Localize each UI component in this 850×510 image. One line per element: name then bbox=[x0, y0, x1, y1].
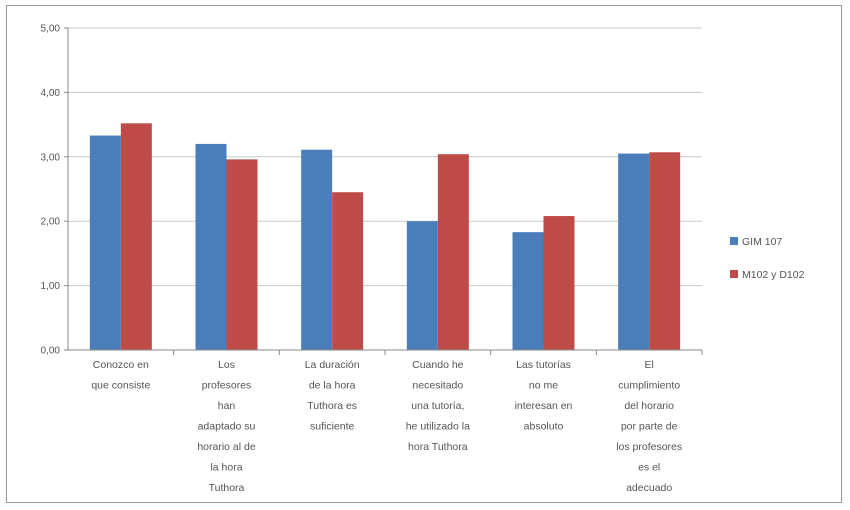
bars bbox=[89, 123, 681, 350]
bar-series-2 bbox=[120, 123, 152, 350]
bar-series-2 bbox=[649, 152, 681, 350]
legend-swatch bbox=[730, 270, 738, 278]
axes bbox=[64, 27, 703, 355]
bar-series-2 bbox=[332, 192, 364, 350]
category-labels: Conozco en que consiste Los profesores han ad… bbox=[91, 359, 682, 494]
y-axis-ticks: 0,00 1,00 2,00 3,00 4,00 5,00 bbox=[41, 24, 61, 357]
y-tick-label: 5,00 bbox=[41, 24, 61, 35]
y-tick-label: 2,00 bbox=[41, 217, 61, 228]
category-label: Conozco en que consiste bbox=[91, 359, 150, 392]
legend: GIM 107 M102 y D102 bbox=[730, 236, 805, 281]
category-label: Cuando he necesitado una tutoría, he utiliz… bbox=[406, 359, 470, 453]
bar-series-1 bbox=[512, 232, 544, 350]
y-tick-label: 0,00 bbox=[41, 346, 61, 357]
y-tick-label: 3,00 bbox=[41, 152, 61, 163]
y-tick-label: 4,00 bbox=[41, 88, 61, 99]
bar-series-1 bbox=[618, 153, 650, 350]
grid-lines bbox=[68, 27, 702, 351]
category-label: Los profesores han adaptado su horario al de… bbox=[197, 359, 256, 494]
bar-series-1 bbox=[301, 149, 333, 350]
bar-series-1 bbox=[406, 221, 438, 350]
category-label: Las tutorías no me interesan en absoluto bbox=[515, 359, 573, 433]
bar-series-1 bbox=[89, 135, 121, 350]
category-label: El cumplimiento del horario por parte de los… bbox=[616, 359, 682, 494]
legend-label: M102 y D102 bbox=[742, 269, 805, 281]
bar-series-2 bbox=[226, 159, 258, 350]
legend-swatch bbox=[730, 237, 738, 245]
bar-series-1 bbox=[195, 143, 227, 350]
category-label: La duración de la hora Tuthora es suficient… bbox=[305, 359, 360, 433]
legend-label: GIM 107 bbox=[742, 236, 782, 248]
y-tick-label: 1,00 bbox=[41, 281, 61, 292]
bar-series-2 bbox=[437, 154, 469, 350]
bar-series-2 bbox=[543, 216, 575, 350]
